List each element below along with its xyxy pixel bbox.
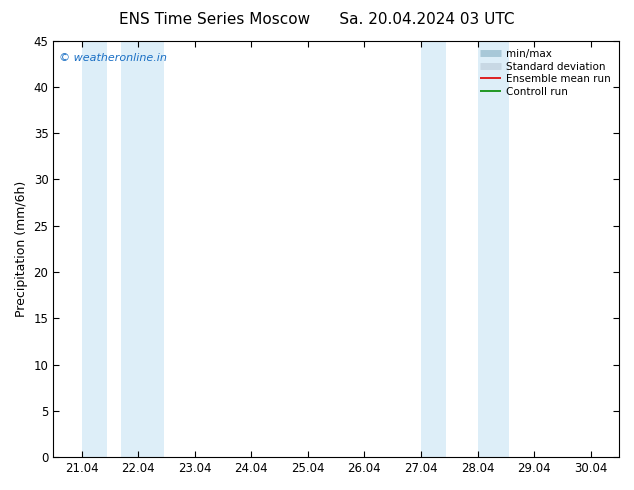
- Text: ENS Time Series Moscow      Sa. 20.04.2024 03 UTC: ENS Time Series Moscow Sa. 20.04.2024 03…: [119, 12, 515, 27]
- Bar: [421, 41, 446, 457]
- Bar: [82, 41, 107, 457]
- Text: © weatheronline.in: © weatheronline.in: [59, 53, 167, 63]
- Legend: min/max, Standard deviation, Ensemble mean run, Controll run: min/max, Standard deviation, Ensemble me…: [477, 46, 614, 100]
- Bar: [622, 41, 634, 457]
- Bar: [477, 41, 508, 457]
- Y-axis label: Precipitation (mm/6h): Precipitation (mm/6h): [15, 181, 28, 317]
- Bar: [121, 41, 164, 457]
